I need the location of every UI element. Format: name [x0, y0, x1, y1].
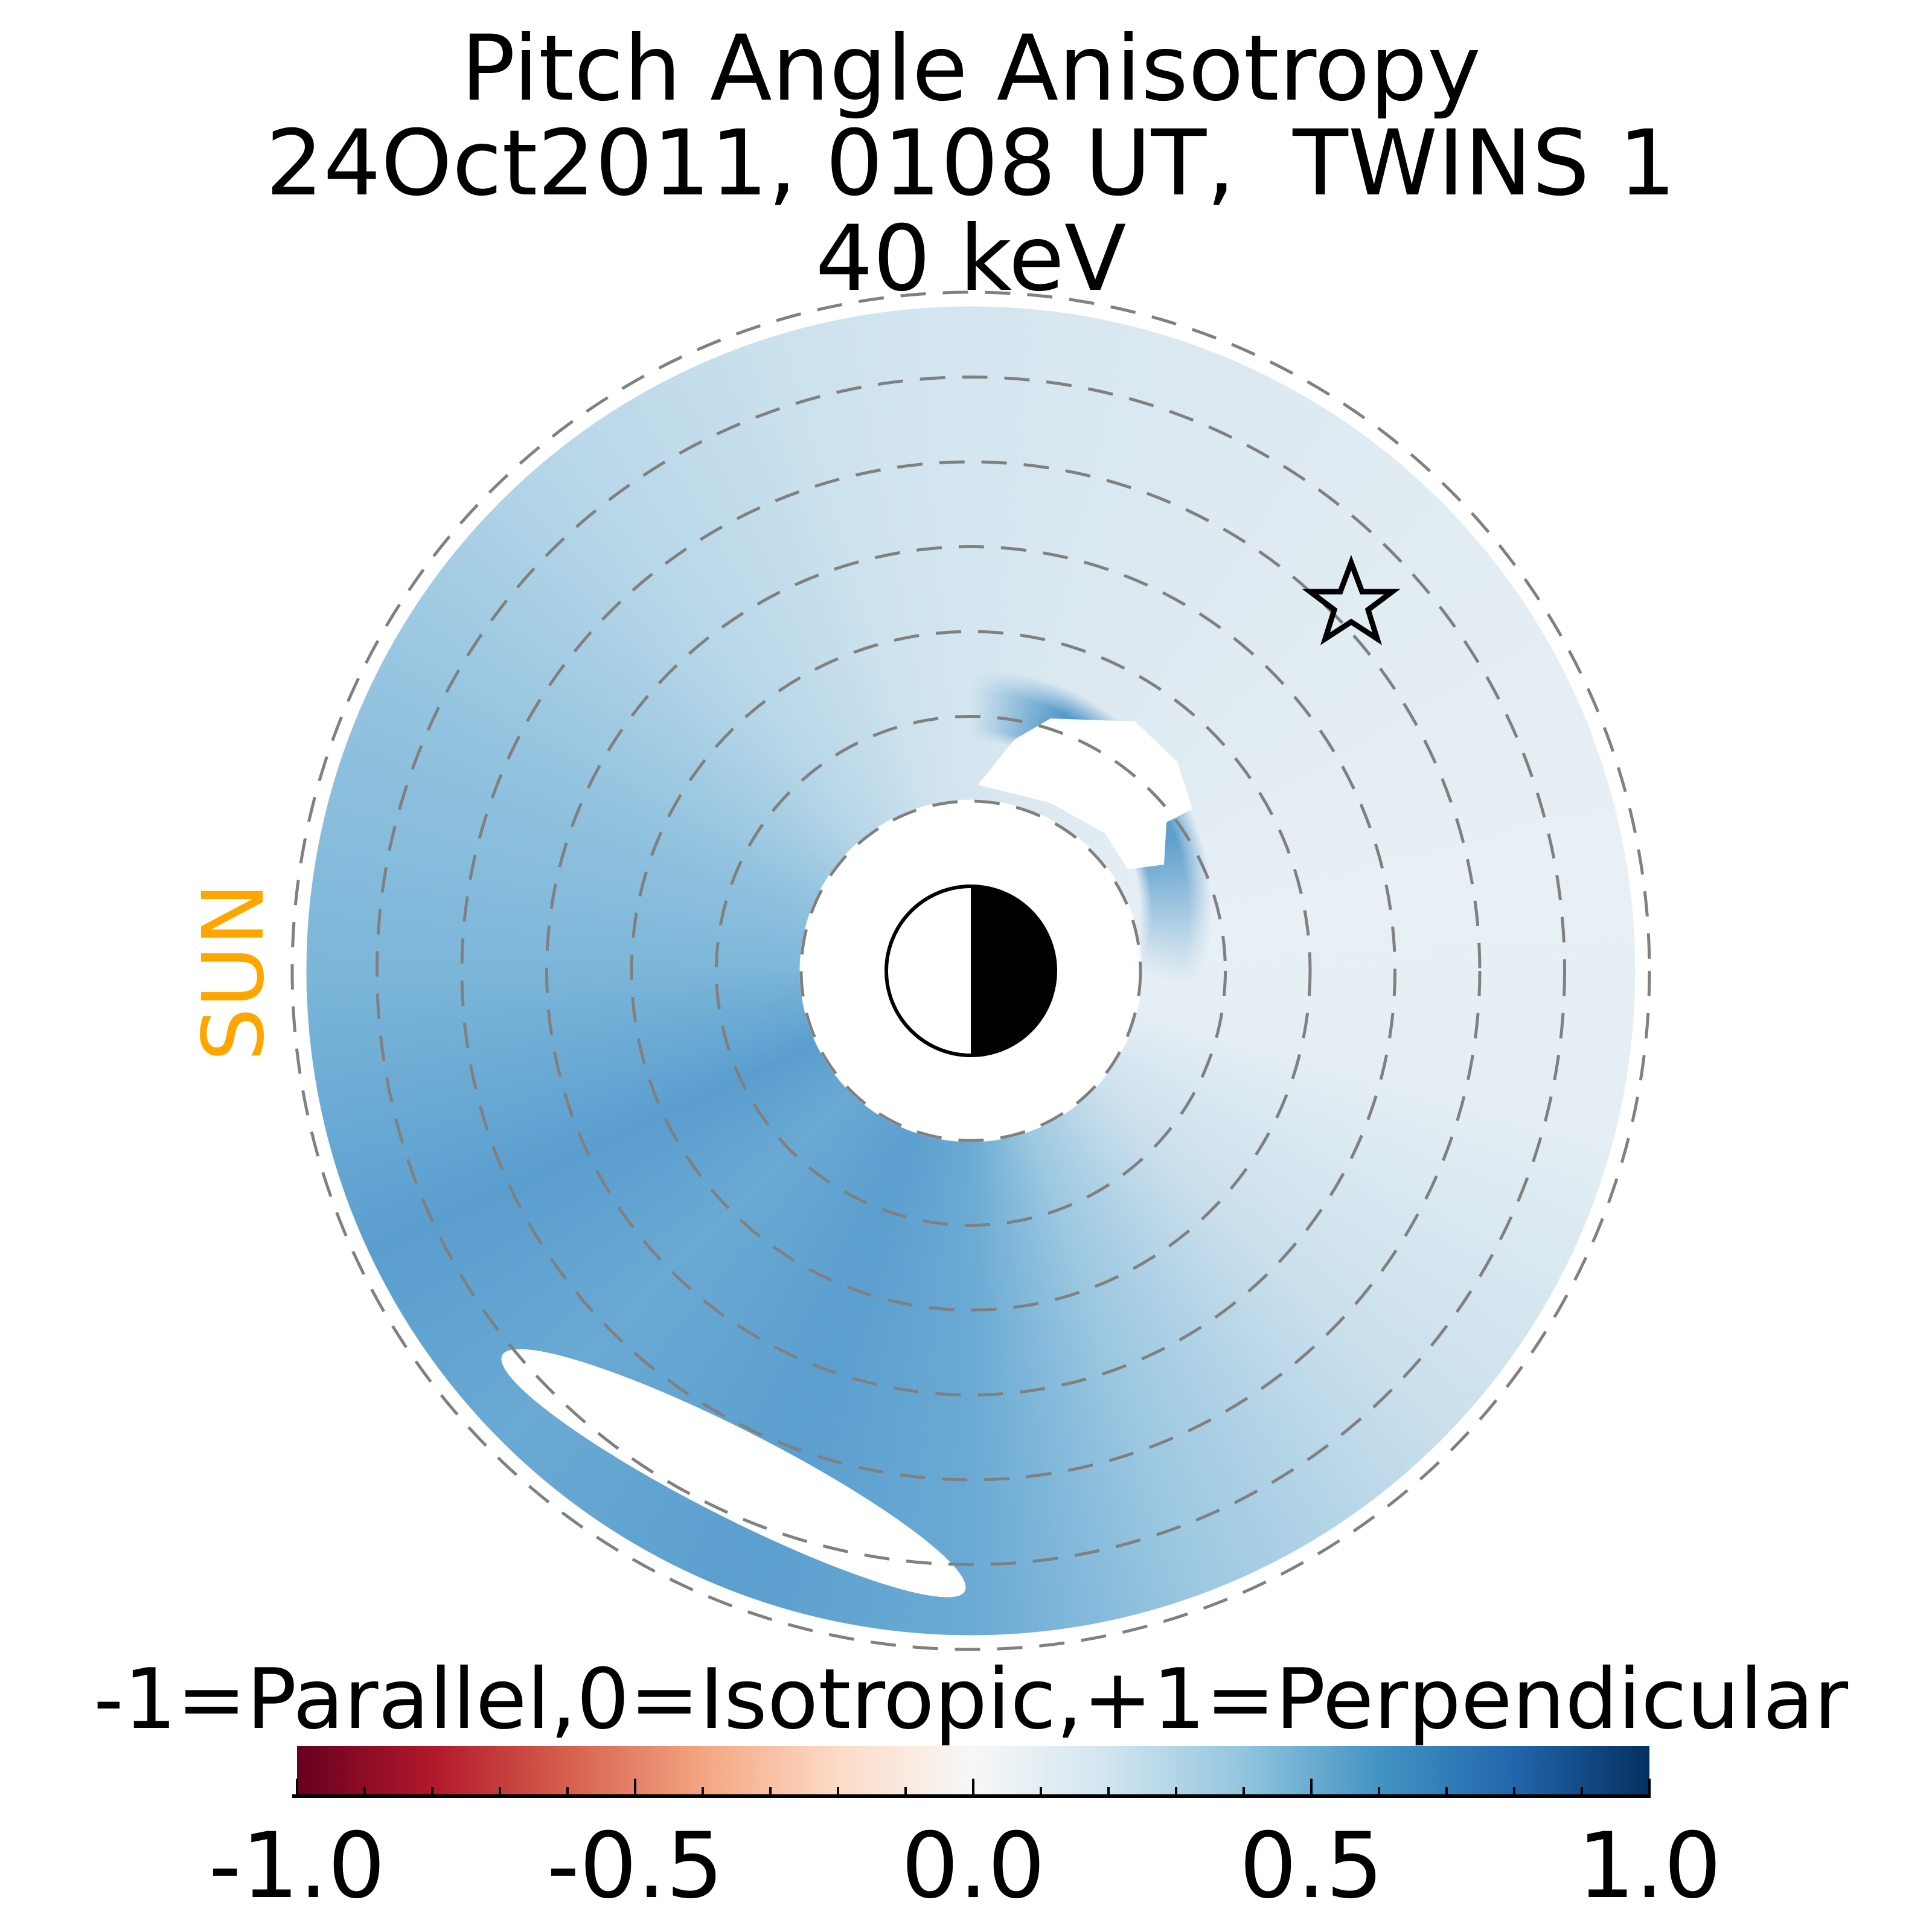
sun-label: SUN [185, 883, 283, 1061]
ring-8-re [290, 290, 1651, 1651]
ring-3-re [715, 715, 1227, 1227]
distance-rings [290, 290, 1651, 1651]
title-line-2: 24Oct2011, 0108 UT, TWINS 1 [266, 111, 1676, 216]
colorbar-label: -1=Parallel,0=Isotropic,+1=Perpendicular [94, 1651, 1848, 1748]
data-gap-dayside-inner [978, 718, 1192, 869]
colorbar-ticks [296, 1779, 1651, 1796]
title-line-3: 40 keV [816, 206, 1127, 312]
earth-icon [884, 884, 1057, 1057]
tick-label: 0.5 [1239, 1814, 1384, 1919]
tick-label: 0.0 [901, 1814, 1046, 1919]
tick-label: -1.0 [209, 1814, 386, 1919]
ring-6-re [460, 460, 1482, 1482]
tick-label: -0.5 [547, 1814, 724, 1919]
ring-2-re [799, 799, 1142, 1142]
ring-7-re [376, 376, 1566, 1566]
ring-4-re [630, 630, 1312, 1312]
title-line-1: Pitch Angle Anisotropy [461, 16, 1481, 121]
ring-5-re [545, 545, 1396, 1396]
tick-label: 1.0 [1578, 1814, 1722, 1919]
data-gap-crescent [501, 1349, 966, 1598]
spacecraft-star-icon [1302, 555, 1401, 645]
colorbar-tick-labels: -1.0 -0.5 0.0 0.5 1.0 [209, 1814, 1722, 1919]
